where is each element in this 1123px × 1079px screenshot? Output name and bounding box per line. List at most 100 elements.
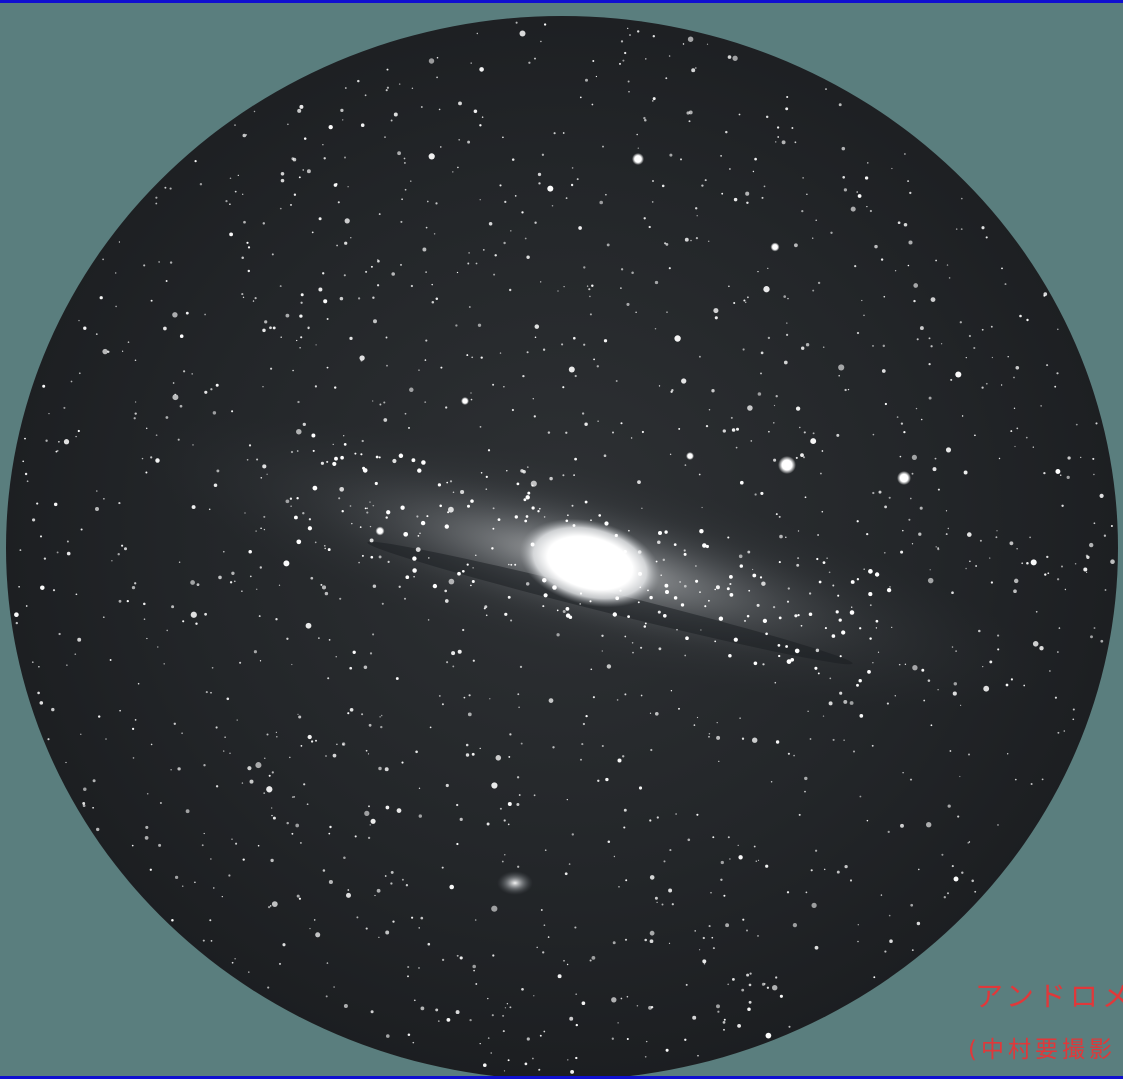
star: [276, 736, 278, 738]
star: [210, 858, 212, 860]
star: [174, 393, 176, 396]
star: [1013, 589, 1017, 594]
star: [292, 157, 297, 162]
star: [930, 345, 933, 348]
star: [903, 430, 906, 434]
star: [522, 374, 525, 378]
star: [1089, 542, 1094, 548]
star: [832, 738, 835, 741]
star: [875, 619, 879, 623]
star: [433, 233, 436, 235]
star: [313, 919, 316, 921]
star: [801, 346, 805, 350]
star: [844, 864, 848, 869]
star: [843, 188, 848, 192]
star: [718, 760, 720, 763]
star: [641, 430, 644, 434]
star: [479, 67, 484, 72]
star: [166, 629, 169, 632]
star: [306, 803, 309, 806]
star: [534, 221, 537, 224]
star: [766, 986, 770, 989]
star: [738, 113, 741, 116]
star: [242, 133, 247, 138]
star: [604, 566, 608, 571]
star: [368, 723, 372, 727]
star: [842, 176, 845, 179]
star: [1005, 683, 1009, 687]
star: [787, 752, 790, 755]
star: [134, 412, 137, 415]
star: [847, 388, 850, 391]
star: [525, 495, 530, 500]
star: [726, 587, 730, 591]
star: [510, 563, 513, 566]
star: [470, 584, 472, 587]
star: [841, 146, 846, 151]
star: [403, 597, 407, 600]
star: [51, 707, 55, 712]
star: [212, 411, 217, 415]
star: [955, 650, 957, 652]
star: [92, 779, 96, 783]
star: [904, 153, 906, 155]
star: [210, 940, 213, 942]
star: [75, 435, 77, 438]
star: [849, 610, 855, 615]
star: [660, 574, 662, 577]
star: [190, 611, 197, 618]
star: [296, 428, 302, 435]
star: [777, 644, 781, 647]
star: [800, 624, 803, 627]
star: [592, 544, 594, 547]
star: [492, 527, 495, 530]
star: [714, 316, 718, 320]
star: [770, 780, 773, 783]
star: [918, 532, 922, 536]
star: [1055, 469, 1061, 474]
star: [456, 803, 459, 807]
star: [420, 916, 424, 920]
star: [370, 1010, 374, 1014]
star: [1058, 627, 1061, 629]
star: [794, 141, 797, 144]
star: [619, 589, 622, 592]
star: [311, 231, 314, 234]
star: [58, 632, 61, 636]
star: [721, 192, 724, 195]
star: [663, 860, 666, 863]
star: [385, 89, 388, 92]
star: [952, 691, 957, 696]
star: [385, 930, 390, 935]
star: [904, 663, 907, 665]
star: [919, 326, 924, 331]
star: [620, 40, 624, 43]
star: [367, 753, 370, 755]
star: [661, 903, 664, 906]
star: [645, 1040, 648, 1043]
star: [532, 1057, 534, 1060]
star: [361, 439, 364, 443]
star: [556, 609, 559, 612]
star: [1072, 708, 1075, 711]
star: [928, 396, 932, 400]
star: [349, 336, 353, 341]
star: [134, 359, 137, 362]
star: [231, 410, 234, 413]
star: [326, 366, 329, 369]
star: [592, 696, 595, 699]
star: [134, 401, 137, 403]
star: [14, 612, 19, 618]
star: [369, 652, 373, 655]
star: [786, 322, 788, 324]
star: [636, 30, 640, 33]
star: [997, 648, 1000, 651]
star: [750, 440, 753, 442]
star: [491, 782, 498, 789]
star: [397, 151, 401, 156]
star: [293, 193, 297, 196]
star: [866, 205, 868, 208]
star: [518, 706, 520, 709]
star: [271, 771, 274, 774]
star: [540, 40, 542, 43]
